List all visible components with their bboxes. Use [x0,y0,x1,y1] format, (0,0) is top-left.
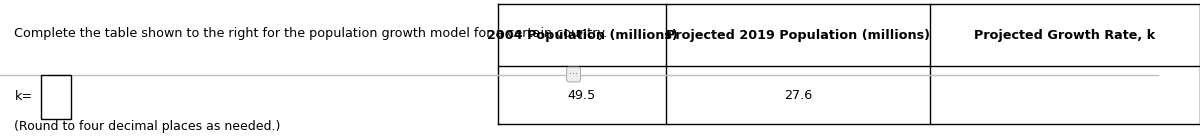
Text: 27.6: 27.6 [784,89,812,102]
Text: Projected Growth Rate, k: Projected Growth Rate, k [974,29,1156,42]
Bar [41,75,71,119]
Text: (Round to four decimal places as needed.): (Round to four decimal places as needed.… [14,120,281,133]
Text: Projected 2019 Population (millions): Projected 2019 Population (millions) [666,29,930,42]
Text: ···: ··· [569,70,578,79]
Text: Complete the table shown to the right for the population growth model for a cert: Complete the table shown to the right fo… [14,27,607,40]
Text: 49.5: 49.5 [568,89,596,102]
Text: 2004 Population (millions): 2004 Population (millions) [487,29,677,42]
Text: k=: k= [14,90,32,103]
